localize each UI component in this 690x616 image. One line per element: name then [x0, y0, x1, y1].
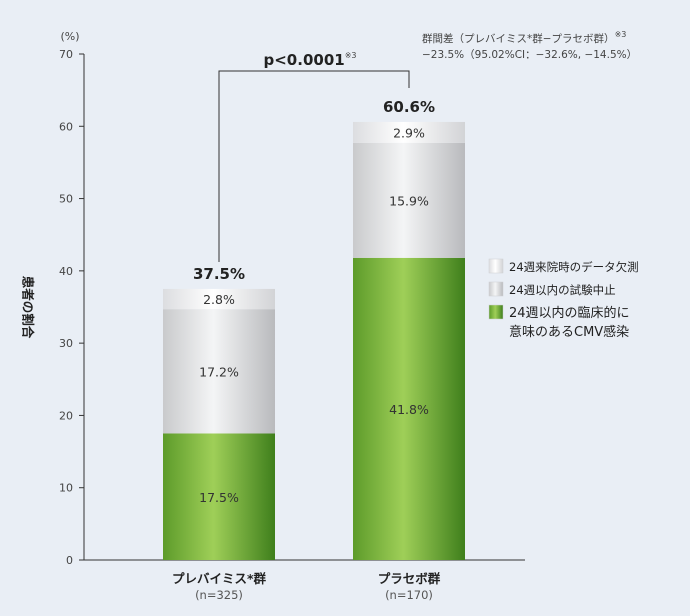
- group-difference-line1: 群間差（プレバイミス*群−プラセボ群）: [422, 32, 615, 45]
- y-unit-label: (%): [60, 30, 79, 43]
- bar-value-label: 41.8%: [389, 402, 429, 417]
- group-difference-note: 群間差（プレバイミス*群−プラセボ群）※3: [422, 30, 626, 45]
- y-tick-label: 20: [59, 409, 73, 422]
- legend-item-cmv-infection-label: 意味のあるCMV感染: [509, 324, 629, 340]
- group-difference-line2: −23.5%（95.02%CI：−32.6%, −14.5%）: [422, 49, 637, 61]
- pvalue-annotation: p<0.0001※3: [264, 51, 357, 69]
- y-tick-label: 30: [59, 337, 73, 350]
- x-category-n-label: (n=325): [195, 588, 243, 602]
- bar-segment-cmv-infection: [353, 257, 465, 560]
- legend: 24週来院時のデータ欠測 24週以内の試験中止 24週以内の臨床的に意味のあるCMV…: [488, 258, 639, 340]
- legend-item-discontinued-label: 24週以内の試験中止: [509, 283, 616, 297]
- bar-segment-missing-data: [163, 288, 275, 310]
- x-category-n-label: (n=170): [385, 588, 433, 602]
- y-ticks: 0 10 20 30 40 50 60 70: [59, 48, 84, 567]
- legend-item-discontinued-swatch: [488, 281, 504, 297]
- y-tick-label: 40: [59, 265, 73, 278]
- bar-value-label: 17.2%: [199, 364, 239, 379]
- bar-total-label: 60.6%: [383, 98, 435, 116]
- bar-segment-cmv-infection: [163, 433, 275, 560]
- group-difference-line1-sup: ※3: [615, 30, 627, 39]
- legend-item-cmv-infection-swatch: [488, 304, 504, 320]
- y-tick-label: 70: [59, 48, 73, 61]
- significance-bracket: [218, 70, 410, 262]
- y-tick-label: 0: [66, 554, 73, 567]
- bar-segment-missing-data: [353, 121, 465, 143]
- legend-item-missing-data-label: 24週来院時のデータ欠測: [509, 260, 639, 274]
- category-labels: プレバイミス*群 (n=325) プラセボ群 (n=170): [172, 571, 441, 602]
- bar-value-label: 17.5%: [199, 490, 239, 505]
- bar-value-label: 2.8%: [203, 292, 235, 307]
- bar-segment-discontinued: [163, 309, 275, 434]
- bar-value-label: 2.9%: [393, 125, 425, 140]
- bar-total-label: 37.5%: [193, 265, 245, 283]
- pvalue-text: p<0.0001: [264, 51, 345, 69]
- pvalue-sup: ※3: [345, 51, 357, 60]
- y-tick-label: 60: [59, 120, 73, 133]
- y-tick-label: 10: [59, 482, 73, 495]
- bar-segment-discontinued: [353, 142, 465, 258]
- legend-item-cmv-infection-label: 24週以内の臨床的に: [509, 305, 630, 321]
- y-tick-label: 50: [59, 193, 73, 206]
- x-category-label: プラセボ群: [378, 571, 441, 586]
- bar-value-label: 15.9%: [389, 193, 429, 208]
- x-category-label: プレバイミス*群: [172, 571, 267, 586]
- bars: 17.5% 17.2% 2.8% 37.5% 41.8% 15.9% 2.9% 60.6%: [163, 98, 465, 560]
- y-axis-title: 患者の割合: [21, 276, 36, 339]
- legend-item-missing-data-swatch: [488, 258, 504, 274]
